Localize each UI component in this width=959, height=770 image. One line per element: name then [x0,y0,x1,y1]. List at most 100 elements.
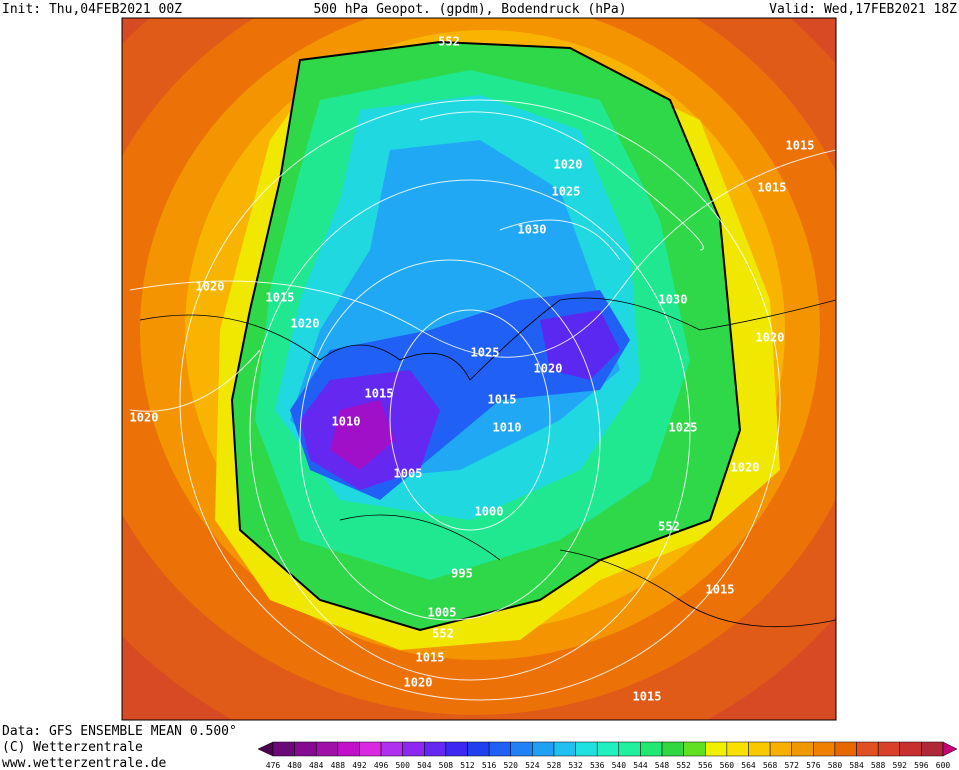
colorbar-swatch [769,741,792,757]
contour-label: 1005 [394,467,423,481]
colorbar-swatch [661,741,684,757]
colorbar-swatch [921,741,944,757]
colorbar-label: 508 [439,761,454,770]
colorbar-label: 580 [828,761,843,770]
colorbar-swatch [791,741,814,757]
colorbar-swatch [294,741,317,757]
colorbar-label: 584 [849,761,864,770]
colorbar-swatch [380,741,403,757]
contour-label: 1020 [554,158,583,172]
colorbar-swatch [683,741,706,757]
colorbar-swatch [877,741,901,757]
colorbar-swatch [618,741,641,757]
map-frame [121,17,837,721]
colorbar-label: 560 [720,761,735,770]
colorbar: 476 480 484 488 492 496 500 504 508 512 516 520 524 5… [257,741,958,770]
contour-label: 1015 [786,139,815,153]
contour-label: 1010 [493,421,522,435]
colorbar-swatch [813,741,836,757]
colorbar-swatch [488,741,511,757]
data-source: Data: GFS ENSEMBLE MEAN 0.500° [2,724,237,739]
colorbar-swatch [272,741,295,757]
colorbar-swatch [640,741,663,757]
colorbar-swatch [596,741,620,757]
colorbar-swatch [402,741,425,757]
contour-label: 1025 [669,421,698,435]
colorbar-label: 512 [460,761,475,770]
colorbar-swatch [899,741,922,757]
contour-label: 1015 [416,651,445,665]
colorbar-arrow [257,741,274,757]
contour-label: 1015 [266,291,295,305]
website: www.wetterzentrale.de [2,756,167,770]
colorbar-label: 484 [309,761,324,770]
colorbar-swatch [467,741,490,757]
contour-label: 1005 [428,606,457,620]
colorbar-label: 588 [871,761,886,770]
valid-time: Valid: Wed,17FEB2021 18Z [769,2,957,17]
colorbar-label: 492 [352,761,367,770]
colorbar-label: 544 [633,761,648,770]
contour-label: 1025 [552,185,581,199]
colorbar-swatch [726,741,749,757]
contour-labels: 552 1020 1025 1030 1015 1015 1020 1015 1020 1030 1… [130,35,815,704]
contour-label: 1030 [518,223,547,237]
contour-label: 1015 [706,583,735,597]
colorbar-label: 600 [936,761,951,770]
colorbar-label: 548 [655,761,670,770]
colorbar-label: 516 [482,761,497,770]
init-time: Init: Thu,04FEB2021 00Z [2,2,182,17]
colorbar-label: 524 [525,761,540,770]
contour-label: 1020 [756,331,785,345]
contour-label: 1020 [731,461,760,475]
contour-label: 1030 [659,293,688,307]
colorbar-label: 556 [698,761,713,770]
colorbar-label: 540 [612,761,627,770]
colorbar-swatch [315,741,339,757]
colorbar-label: 572 [784,761,799,770]
colorbar-label: 536 [590,761,605,770]
colorbar-label: 568 [763,761,778,770]
contour-label: 1015 [365,387,394,401]
colorbar-label: 488 [331,761,346,770]
colorbar-swatch [748,741,771,757]
colorbar-label: 532 [568,761,583,770]
colorbar-swatch [705,741,728,757]
colorbar-swatch [575,741,598,757]
colorbar-label: 552 [676,761,691,770]
contour-label: 1020 [534,362,563,376]
colorbar-label: 480 [287,761,302,770]
colorbar-swatch [553,741,576,757]
colorbar-swatch [424,741,447,757]
contour-label: 1015 [758,181,787,195]
contour-label: 1020 [130,411,159,425]
contour-label: 552 [438,35,460,49]
map-title: 500 hPa Geopot. (gpdm), Bodendruck (hPa) [313,2,626,17]
colorbar-label: 504 [417,761,432,770]
colorbar-label: 528 [547,761,562,770]
colorbar-swatch [359,741,382,757]
colorbar-swatch [532,741,555,757]
colorbar-label: 476 [266,761,281,770]
contour-label: 1020 [404,676,433,690]
colorbar-swatch [856,741,879,757]
contour-label: 552 [432,627,454,641]
contour-label: 1025 [471,346,500,360]
colorbar-label: 496 [374,761,389,770]
contour-label: 1015 [488,393,517,407]
colorbar-label: 564 [741,761,756,770]
colorbar-label: 500 [395,761,410,770]
contour-label: 1000 [475,505,504,519]
colorbar-arrow [942,741,958,757]
copyright: (C) Wetterzentrale [2,740,143,755]
colorbar-swatch [510,741,533,757]
colorbar-label: 592 [893,761,908,770]
contour-label: 552 [658,520,680,534]
colorbar-label: 576 [806,761,821,770]
contour-label: 1010 [332,415,361,429]
colorbar-swatch [337,741,360,757]
contour-label: 1020 [291,317,320,331]
